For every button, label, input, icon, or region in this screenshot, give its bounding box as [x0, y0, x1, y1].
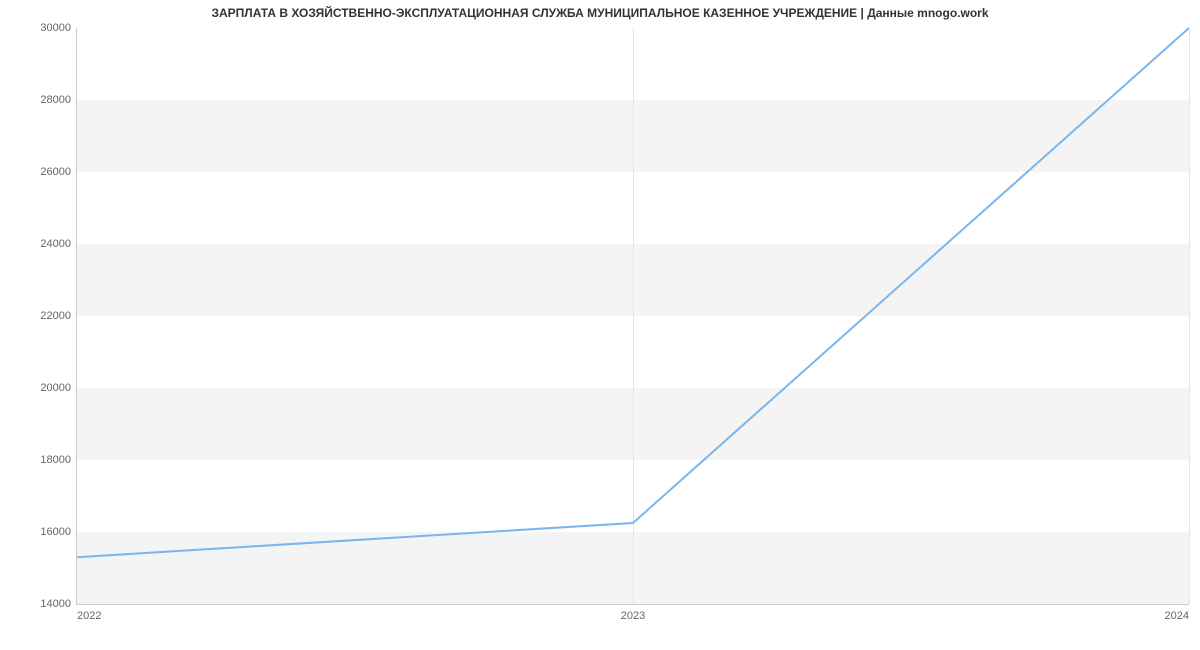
y-tick-label: 28000: [40, 94, 77, 106]
y-tick-label: 24000: [40, 238, 77, 250]
gridline-vertical: [1189, 28, 1190, 604]
chart-title: ЗАРПЛАТА В ХОЗЯЙСТВЕННО-ЭКСПЛУАТАЦИОННАЯ…: [0, 6, 1200, 20]
y-tick-label: 26000: [40, 166, 77, 178]
plot-area: 1400016000180002000022000240002600028000…: [76, 28, 1189, 605]
y-tick-label: 18000: [40, 454, 77, 466]
x-tick-label: 2024: [1165, 604, 1189, 622]
salary-line-chart: ЗАРПЛАТА В ХОЗЯЙСТВЕННО-ЭКСПЛУАТАЦИОННАЯ…: [0, 0, 1200, 650]
line-layer: [77, 28, 1189, 604]
y-tick-label: 16000: [40, 526, 77, 538]
y-tick-label: 20000: [40, 382, 77, 394]
x-tick-label: 2023: [621, 604, 645, 622]
y-tick-label: 14000: [40, 598, 77, 610]
y-tick-label: 22000: [40, 310, 77, 322]
x-tick-label: 2022: [77, 604, 101, 622]
series-line-salary: [77, 28, 1189, 557]
y-tick-label: 30000: [40, 22, 77, 34]
